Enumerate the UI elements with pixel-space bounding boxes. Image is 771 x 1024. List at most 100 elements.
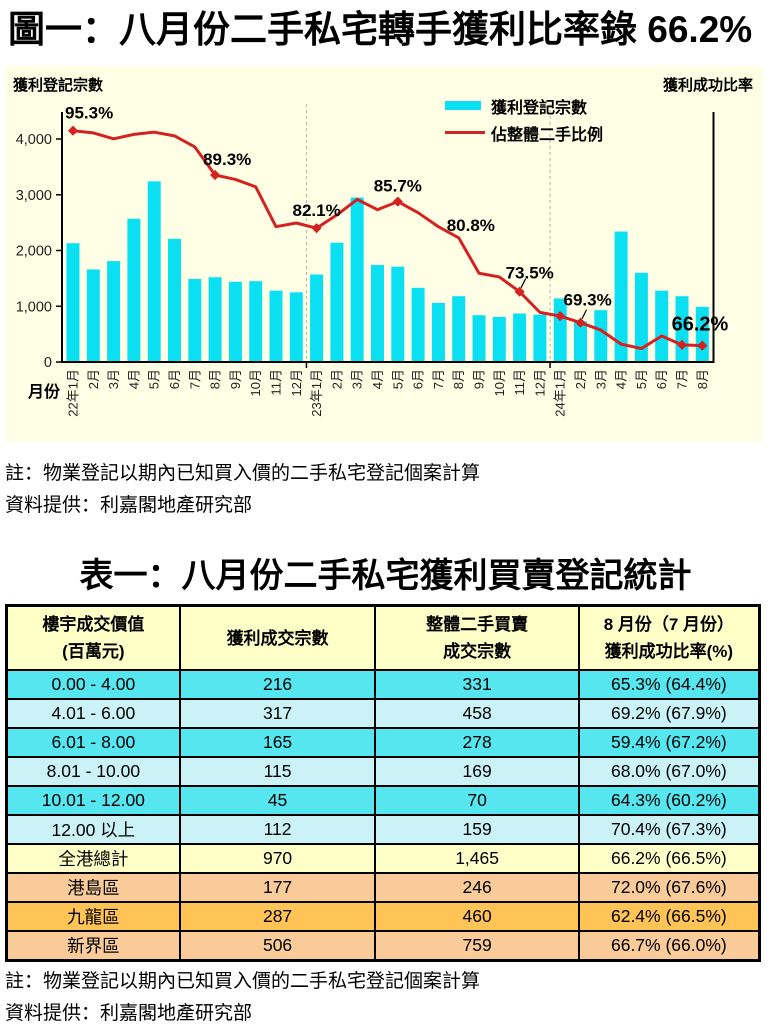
table-cell: 59.4% (67.2%): [577, 727, 761, 758]
table-cell: 246: [374, 872, 580, 903]
profit-table: 樓宇成交價值 (百萬元) 獲利成交宗數 整體二手買賣 成交宗數 8 月份（7 月份） 獲利成…: [5, 604, 761, 962]
table-cell: 全港總計: [5, 843, 181, 874]
legend-line-swatch: [445, 131, 485, 134]
table-cell: 970: [178, 843, 377, 874]
bar-10月: [249, 281, 263, 362]
annotation-80.8%: 80.8%: [447, 216, 495, 235]
bar-6月: [655, 290, 669, 362]
bar-4月: [614, 231, 628, 362]
table-row: 0.00 - 4.00 216 331 65.3% (64.4%): [5, 669, 761, 700]
table-row: 4.01 - 6.00 317 458 69.2% (67.9%): [5, 698, 761, 729]
x-label-12月: 12月: [532, 369, 547, 396]
table-row: 港島區 177 246 72.0% (67.6%): [5, 872, 761, 903]
figure-source: 資料提供：利嘉閣地產研究部: [5, 495, 253, 516]
x-label-11月: 11月: [269, 369, 284, 396]
table-cell: 69.2% (67.9%): [577, 698, 761, 729]
table-header: 樓宇成交價值 (百萬元) 獲利成交宗數 整體二手買賣 成交宗數 8 月份（7 月份） 獲利成…: [5, 604, 761, 671]
annotation-89.3%: 89.3%: [203, 150, 251, 169]
column-header: 獲利成交宗數: [178, 604, 377, 671]
annotation-leader: [520, 278, 527, 288]
bar-7月: [188, 278, 202, 362]
bar-2月: [574, 321, 587, 362]
annotation-69.3%: 69.3%: [564, 291, 612, 310]
table-cell: 165: [178, 727, 377, 758]
table-cell: 115: [178, 756, 377, 787]
x-label-2月: 2月: [86, 369, 101, 389]
x-label-5月: 5月: [147, 369, 162, 389]
y-tick-label: 1,000: [16, 299, 52, 315]
table-cell: 460: [374, 901, 580, 932]
bar-9月: [472, 315, 486, 362]
table-cell: 331: [374, 669, 580, 700]
table-cell: 8.01 - 10.00: [5, 756, 181, 787]
table-cell: 66.7% (66.0%): [577, 930, 761, 962]
header-row: 樓宇成交價值 (百萬元) 獲利成交宗數 整體二手買賣 成交宗數 8 月份（7 月份） 獲利成…: [5, 604, 761, 671]
table-cell: 港島區: [5, 872, 181, 903]
column-header: 整體二手買賣 成交宗數: [374, 604, 580, 671]
legend-line-label: 佔整體二手比例: [491, 126, 604, 144]
bar-8月: [695, 306, 709, 362]
table-row: 全港總計 970 1,465 66.2% (66.5%): [5, 843, 761, 874]
y-tick-label: 2,000: [16, 244, 52, 260]
x-label-5月: 5月: [634, 369, 649, 389]
y-tick-label: 0: [44, 355, 52, 371]
x-label-3月: 3月: [593, 369, 608, 389]
bar-5月: [391, 266, 405, 362]
x-label-7月: 7月: [187, 369, 202, 389]
column-header: 樓宇成交價值 (百萬元): [5, 604, 181, 671]
bar-3月: [594, 310, 608, 362]
table-cell: 65.3% (64.4%): [577, 669, 761, 700]
annotation-66.2%: 66.2%: [672, 314, 729, 336]
bar-10月: [492, 316, 506, 362]
table-cell: 458: [374, 698, 580, 729]
table-cell: 九龍區: [5, 901, 181, 932]
x-label-5月: 5月: [390, 369, 405, 389]
x-label-23年1月: 23年1月: [309, 369, 324, 417]
table-cell: 68.0% (67.0%): [577, 756, 761, 787]
x-label-11月: 11月: [512, 369, 527, 396]
x-label-22年1月: 22年1月: [66, 369, 81, 417]
table-cell: 45: [178, 785, 377, 816]
bar-2月: [330, 242, 344, 362]
bar-22年1月: [66, 243, 80, 362]
x-label-8月: 8月: [208, 369, 223, 389]
table-note: 註：物業登記以期內已知買入價的二手私宅登記個案計算: [5, 971, 481, 992]
x-label-4月: 4月: [614, 369, 629, 389]
bar-4月: [371, 264, 384, 362]
bar-11月: [513, 313, 527, 362]
table-cell: 64.3% (60.2%): [577, 785, 761, 816]
x-axis-title: 月份: [28, 384, 61, 401]
table-body: 0.00 - 4.00 216 331 65.3% (64.4%) 4.01 - 6.0…: [5, 669, 761, 962]
table-row: 6.01 - 8.00 165 278 59.4% (67.2%): [5, 727, 761, 758]
table-cell: 70.4% (67.3%): [577, 814, 761, 845]
bar-6月: [411, 287, 425, 362]
x-label-12月: 12月: [289, 369, 304, 396]
profit-ratio-chart: 0 1,000 2,000 3,000 4,000 22年1月 2月 3月 4月 5月 6月 7月 8月…: [5, 66, 763, 442]
annotation-leader: [581, 309, 588, 319]
x-label-4月: 4月: [126, 369, 141, 389]
x-label-6月: 6月: [411, 369, 426, 389]
y-tick-label: 4,000: [16, 132, 52, 148]
table-row: 12.00 以上 112 159 70.4% (67.3%): [5, 814, 761, 845]
table-cell: 317: [178, 698, 377, 729]
table-row: 10.01 - 12.00 45 70 64.3% (60.2%): [5, 785, 761, 816]
line-marker: [575, 317, 586, 328]
bar-3月: [107, 261, 121, 362]
bar-12月: [533, 314, 547, 362]
x-label-10月: 10月: [492, 369, 507, 396]
x-label-8月: 8月: [451, 369, 466, 389]
table-cell: 169: [374, 756, 580, 787]
table-cell: 66.2% (66.5%): [577, 843, 761, 874]
bar-12月: [289, 292, 303, 362]
table-cell: 278: [374, 727, 580, 758]
annotation-82.1%: 82.1%: [292, 201, 340, 220]
x-label-9月: 9月: [228, 369, 243, 389]
table-cell: 12.00 以上: [5, 814, 181, 845]
x-label-2月: 2月: [329, 369, 344, 389]
bar-5月: [634, 272, 648, 362]
bar-5月: [147, 181, 161, 362]
x-label-8月: 8月: [695, 369, 710, 389]
bar-4月: [127, 218, 141, 362]
x-label-10月: 10月: [248, 369, 263, 396]
